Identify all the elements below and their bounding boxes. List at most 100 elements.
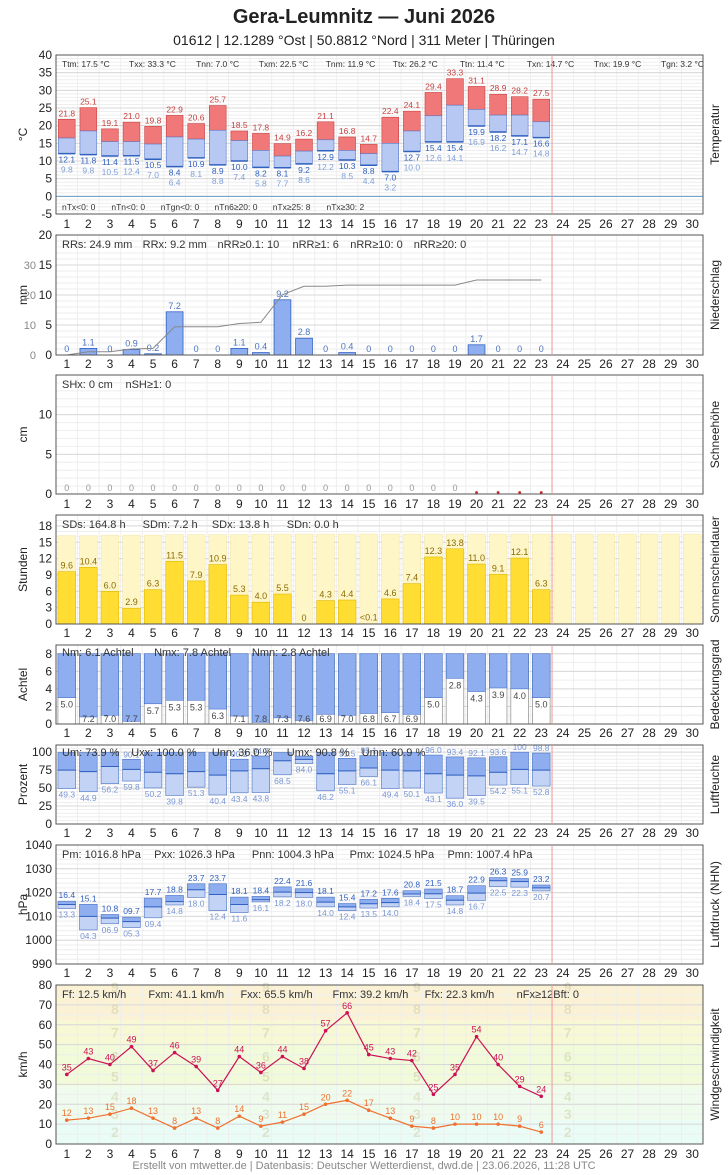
pressure-min-label: 12.4 [339, 912, 356, 922]
sunshine-possible-bar [639, 533, 659, 625]
temperature-xtick-label: 18 [427, 217, 441, 231]
temperature-xtick-label: 22 [513, 217, 527, 231]
tmin-bar [467, 109, 486, 127]
humidity-upper-bar [338, 757, 357, 772]
pressure-max-label: 15.4 [339, 893, 356, 903]
tmin-label: 9.2 [298, 165, 310, 175]
tmin-label: 11.5 [124, 157, 140, 167]
precip-label: 1.1 [82, 337, 95, 347]
temperature-xtick-label: 4 [128, 217, 135, 231]
pressure-upper-bar [79, 903, 98, 917]
wind-point [194, 1116, 198, 1120]
cloud_cover-ytick-label: 6 [45, 664, 52, 678]
cloud_cover-xtick-label: 30 [686, 726, 700, 740]
pressure-max-label: 10.8 [102, 903, 119, 913]
humidity-xtick-label: 24 [556, 826, 570, 840]
tmin-label: 16.6 [533, 139, 550, 149]
humidity-lower-bar [273, 760, 292, 776]
tmin-bar [424, 115, 443, 143]
snow-label: 0 [194, 483, 199, 493]
sunshine-bar [143, 589, 163, 625]
pressure-upper-bar [165, 895, 184, 902]
beaufort-number: 5 [564, 1068, 572, 1084]
temperature-stat: Tnx: 19.9 °C [594, 59, 641, 69]
humidity-xtick-label: 27 [621, 826, 635, 840]
precipitation-xtick-label: 25 [578, 357, 592, 371]
snow-label: 0 [302, 483, 307, 493]
precipitation-xtick-label: 8 [214, 357, 221, 371]
pressure-upper-bar [445, 895, 465, 901]
sunshine-bar [208, 564, 227, 625]
cloud-bar [122, 653, 141, 722]
precip-label: 0 [194, 344, 199, 354]
tground-label: 4.4 [363, 176, 375, 186]
temperature-stat: nTx≥30: 2 [326, 202, 364, 212]
wind-label: 66 [342, 1001, 352, 1011]
temperature-ytick-label: 40 [39, 48, 53, 62]
wind-point [86, 1116, 91, 1120]
sunshine-xtick-label: 23 [535, 626, 549, 640]
precipitation-xtick-label: 9 [236, 357, 243, 371]
humidity-stat: Umn: 60.9 % [362, 747, 426, 759]
pressure-lower-bar [100, 917, 120, 925]
sunshine-xtick-label: 24 [556, 626, 570, 640]
precipitation-xtick-label: 6 [171, 357, 178, 371]
precip-label: 0 [388, 344, 393, 354]
humidity-lower-bar [402, 770, 421, 789]
sunshine-xtick-label: 3 [107, 626, 114, 640]
snow-xtick-label: 1 [63, 497, 70, 511]
cloud-label: 6.9 [319, 714, 332, 724]
precipitation-xtick-label: 16 [384, 357, 398, 371]
precip-label: 0.4 [341, 342, 354, 352]
wind-label: 43 [83, 1047, 93, 1057]
precip-label: 1.1 [233, 337, 246, 347]
snow-label: 0 [172, 483, 177, 493]
beaufort-number: 2 [413, 1124, 421, 1140]
wind-point [194, 1064, 198, 1069]
beaufort-number: 4 [111, 1088, 119, 1104]
sunshine-xtick-label: 11 [276, 626, 289, 640]
snow-label: 0 [452, 483, 457, 493]
wind-stat: Ffx: 22.3 km/h [425, 989, 495, 1001]
humidity-xtick-label: 30 [686, 826, 700, 840]
wind-xtick-label: 10 [254, 1147, 268, 1161]
humidity-xtick-label: 10 [254, 826, 268, 840]
wind-label: 27 [213, 1078, 223, 1088]
tground-label: 7.7 [277, 179, 289, 189]
temperature-xtick-label: 30 [686, 217, 700, 231]
humidity-upper-bar [424, 754, 443, 775]
tmin-label: 10.5 [145, 160, 162, 170]
beaufort-number: 9 [564, 979, 572, 995]
wind-label: 44 [234, 1045, 244, 1055]
wind-xtick-label: 22 [513, 1147, 527, 1161]
pressure-min-label: 16.1 [253, 903, 270, 913]
temperature-xtick-label: 27 [621, 217, 635, 231]
snow-xtick-label: 24 [556, 497, 570, 511]
wind-label: 8 [172, 1116, 177, 1126]
wind-xtick-label: 14 [340, 1147, 354, 1161]
precipitation-ylabel: mm [16, 285, 30, 305]
tmax-bar [403, 110, 421, 132]
tground-label: 12.6 [425, 153, 442, 163]
wind-panel: 0 10 20 30 40 50 60 70 80 km/h Windgeschwindigkeit… [16, 978, 722, 1161]
tmax-bar [316, 121, 335, 141]
tmax-bar [532, 98, 550, 123]
humidity-min-label: 43.1 [425, 794, 442, 804]
beaufort-number: 4 [413, 1088, 421, 1104]
humidity-lower-bar [316, 773, 335, 792]
temperature-xtick-label: 24 [556, 217, 570, 231]
pressure-xtick-label: 5 [150, 966, 157, 980]
wind-xtick-label: 13 [319, 1147, 333, 1161]
tmin-label: 8.4 [169, 168, 181, 178]
wind-label: 38 [299, 1056, 309, 1066]
wind-point [388, 1116, 393, 1120]
cloud_cover-xtick-label: 10 [254, 726, 268, 740]
tground-label: 7.0 [147, 170, 159, 180]
tmin-bar [489, 114, 507, 133]
precipitation-ytick-label: 5 [45, 318, 52, 332]
pressure-xtick-label: 17 [405, 966, 419, 980]
precipitation-xtick-label: 11 [276, 357, 289, 371]
snow-label: 0 [86, 483, 91, 493]
cloud_cover-xtick-label: 29 [664, 726, 678, 740]
